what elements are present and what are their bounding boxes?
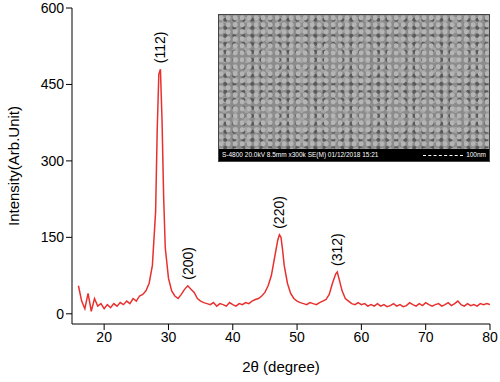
svg-text:(112): (112) [152,32,168,64]
svg-text:Intensity(Arb.Unit): Intensity(Arb.Unit) [5,106,22,226]
svg-text:80: 80 [482,329,498,345]
svg-text:40: 40 [225,329,241,345]
svg-text:0: 0 [56,306,64,322]
svg-text:450: 450 [41,76,65,92]
svg-text:70: 70 [418,329,434,345]
svg-text:150: 150 [41,229,65,245]
svg-text:600: 600 [41,0,65,16]
svg-text:300: 300 [41,153,65,169]
svg-text:(220): (220) [271,196,287,229]
svg-text:20: 20 [96,329,112,345]
html-text:100nm: 100nm [466,151,486,158]
svg-text:30: 30 [161,329,177,345]
svg-text:2θ (degree): 2θ (degree) [242,358,320,375]
html-text:S-4800 20.0kV 8.5mm x300k SE(M: S-4800 20.0kV 8.5mm x300k SE(M) 01/12/20… [222,151,379,158]
svg-text:50: 50 [289,329,305,345]
svg-text:60: 60 [354,329,370,345]
svg-text:(312): (312) [329,233,345,266]
svg-text:(200): (200) [180,247,196,280]
